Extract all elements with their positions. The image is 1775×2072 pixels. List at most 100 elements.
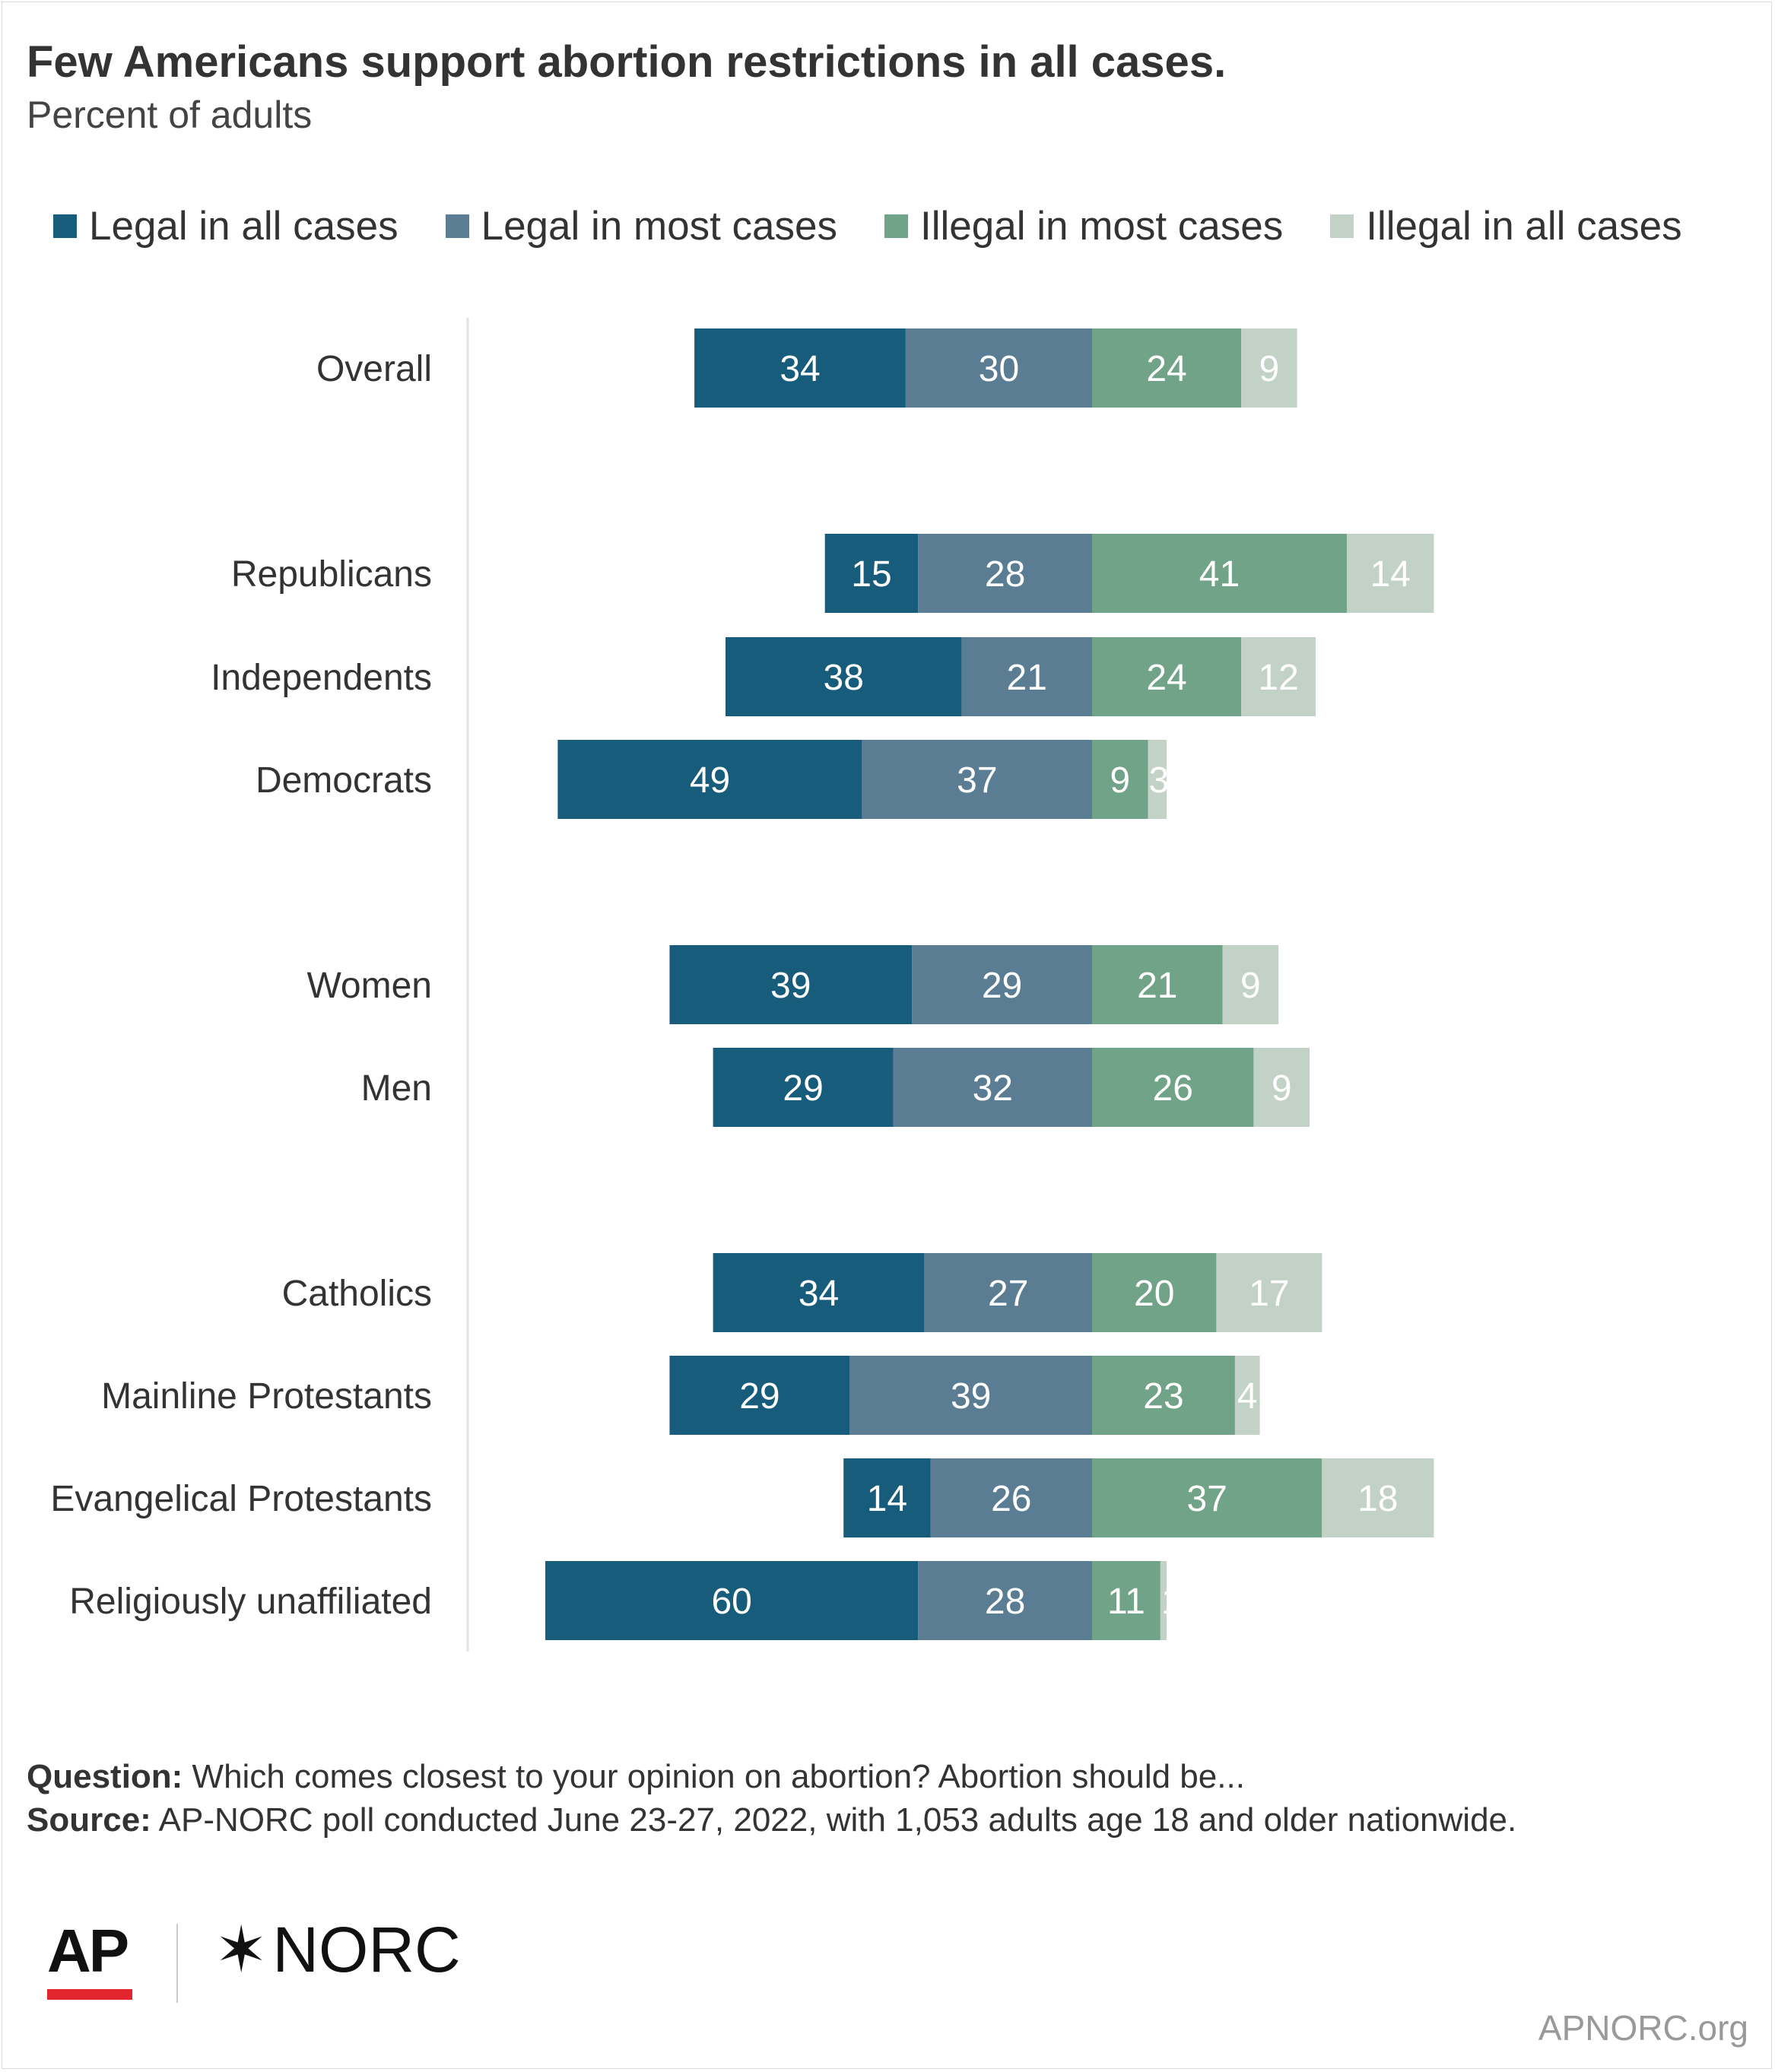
bar-segment (1346, 534, 1434, 613)
data-label: 39 (951, 1376, 991, 1417)
bar-segment (1160, 1561, 1167, 1640)
bar-segment (912, 945, 1092, 1024)
data-label: 18 (1357, 1479, 1398, 1519)
bar-segment (1092, 1561, 1161, 1640)
data-label: 27 (988, 1274, 1028, 1314)
bar-segment (1092, 637, 1242, 716)
bar-segment (862, 740, 1092, 819)
ap-logo: AP (47, 1916, 132, 2000)
legend-swatch (445, 214, 469, 238)
data-label: 23 (1143, 1376, 1183, 1417)
bar-segment (1092, 534, 1347, 613)
data-label: 29 (739, 1376, 780, 1417)
data-label: 37 (957, 760, 997, 801)
bar-segment (713, 1048, 894, 1127)
data-label: 29 (982, 966, 1022, 1006)
bar-segment (961, 637, 1092, 716)
bar-segment (557, 740, 862, 819)
bar-segment (824, 534, 919, 613)
bar-segment (918, 1561, 1092, 1640)
data-label: 29 (783, 1068, 823, 1109)
bar-segment (713, 1253, 925, 1332)
data-label: 60 (711, 1582, 751, 1622)
data-label: 14 (1370, 554, 1410, 595)
data-label: 24 (1146, 658, 1186, 698)
bar-segment (1241, 328, 1297, 408)
data-label: 1 (1161, 1582, 1182, 1622)
data-label: 34 (799, 1274, 839, 1314)
bar-segment (1234, 1356, 1260, 1435)
data-label: 34 (780, 349, 820, 389)
source-note: Source: AP-NORC poll conducted June 23-2… (27, 1801, 1516, 1839)
data-label: 30 (979, 349, 1019, 389)
legend-item: Illegal in all cases (1330, 203, 1682, 249)
legend: Legal in all cases Legal in most cases Ill… (53, 199, 1729, 252)
category-label: Democrats (256, 760, 432, 801)
data-label: 21 (1137, 966, 1177, 1006)
category-label: Men (361, 1068, 432, 1109)
bar-segment (930, 1458, 1092, 1537)
bar-segment (669, 1356, 850, 1435)
data-label: 4 (1237, 1376, 1258, 1417)
bar-segment (1092, 740, 1148, 819)
data-label: 49 (690, 760, 730, 801)
bar-segment (1222, 945, 1279, 1024)
norc-logo: ✶ NORC (214, 1912, 461, 1987)
bar-segment (1092, 1253, 1217, 1332)
legend-label: Legal in most cases (481, 203, 838, 249)
norc-logo-text: NORC (272, 1913, 461, 1985)
legend-item: Legal in all cases (53, 203, 399, 249)
data-label: 9 (1272, 1068, 1292, 1109)
legend-item: Legal in most cases (445, 203, 838, 249)
legend-swatch (1330, 214, 1354, 238)
data-label: 38 (824, 658, 864, 698)
star-icon: ✶ (214, 1914, 268, 1985)
category-label: Religiously unaffiliated (69, 1582, 432, 1622)
data-label: 28 (985, 554, 1025, 595)
source-text: AP-NORC poll conducted June 23-27, 2022,… (151, 1801, 1517, 1839)
bar-segment (905, 328, 1092, 408)
data-label: 9 (1110, 760, 1130, 801)
chart-subtitle: Percent of adults (27, 94, 313, 136)
data-label: 26 (991, 1479, 1031, 1519)
data-label: 37 (1186, 1479, 1227, 1519)
data-label: 39 (770, 966, 811, 1006)
category-label: Overall (316, 349, 432, 389)
legend-swatch (884, 214, 909, 238)
bar-segment (849, 1356, 1092, 1435)
bar-segment (924, 1253, 1092, 1332)
bar-segment (893, 1048, 1092, 1127)
data-label: 15 (851, 554, 891, 595)
category-label: Mainline Protestants (101, 1376, 432, 1417)
data-label: 17 (1249, 1274, 1289, 1314)
bar-segment (918, 534, 1092, 613)
data-label: 21 (1007, 658, 1047, 698)
data-label: 20 (1134, 1274, 1174, 1314)
source-label: Source: (27, 1801, 151, 1839)
site-link[interactable]: APNORC.org (1538, 2008, 1748, 2048)
data-label: 3 (1149, 760, 1170, 801)
category-label: Republicans (231, 554, 432, 595)
data-label: 12 (1258, 658, 1298, 698)
data-label: 28 (985, 1582, 1025, 1622)
bar-segment (843, 1458, 931, 1537)
ap-logo-bar (47, 1989, 132, 2000)
legend-label: Legal in all cases (89, 203, 399, 249)
question-label: Question: (27, 1758, 183, 1795)
question-note: Question: Which comes closest to your op… (27, 1758, 1245, 1796)
bar-segment (1241, 637, 1316, 716)
data-label: 11 (1107, 1582, 1145, 1622)
legend-item: Illegal in most cases (884, 203, 1283, 249)
category-label: Independents (211, 658, 432, 698)
data-label: 26 (1153, 1068, 1193, 1109)
chart-title: Few Americans support abortion restricti… (27, 37, 1227, 87)
legend-label: Illegal in most cases (920, 203, 1284, 249)
bar-segment (1148, 740, 1167, 819)
bar-segment (1253, 1048, 1310, 1127)
bar-segment (1092, 1356, 1235, 1435)
bar-segment (725, 637, 962, 716)
bar-segment (694, 328, 906, 408)
data-label: 32 (973, 1068, 1013, 1109)
